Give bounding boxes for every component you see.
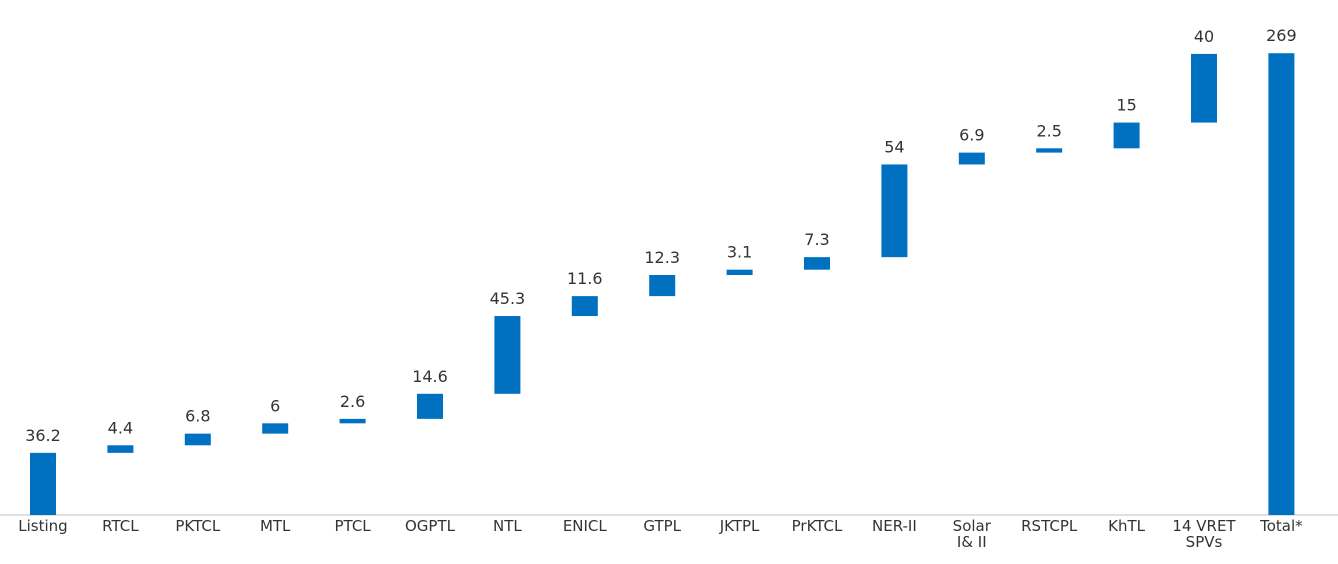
category-label: GTPL [643,517,682,535]
bar [1191,53,1217,123]
category-label: Listing [18,517,68,535]
category-label: OGPTL [405,517,455,535]
value-label: 269 [1266,26,1297,45]
value-label: 6.9 [959,126,984,145]
category-label: ENICL [562,517,607,535]
category-label: NTL [493,517,522,535]
value-label: 2.5 [1036,121,1061,140]
bar [494,316,521,394]
bar [881,164,908,258]
value-label: 4.4 [108,418,133,437]
bar [30,452,56,515]
category-label: JKTPL [719,517,760,535]
category-label: 14 VRET SPVs [1172,517,1236,551]
category-label: Solar I& II [952,517,991,551]
category-label: RTCL [102,517,139,535]
bar [1036,148,1063,153]
bar [649,275,676,297]
value-label: 3.1 [727,243,752,262]
category-label: RSTCPL [1021,517,1078,535]
total-bar [1268,53,1295,515]
bar [804,257,830,270]
bar [726,269,753,276]
value-label: 2.6 [340,392,365,411]
bar [262,423,289,434]
bar [1113,122,1140,149]
category-label: PrKTCL [791,517,843,535]
value-label: 6 [270,396,280,415]
category-label: Total* [1260,517,1303,535]
bar [958,152,985,165]
value-label: 36.2 [25,426,61,445]
value-label: 54 [884,137,904,156]
bar [417,393,443,419]
value-label: 7.3 [804,230,829,249]
value-label: 45.3 [490,289,526,308]
bar [107,445,134,453]
category-label: MTL [259,517,291,535]
value-label: 11.6 [567,269,603,288]
value-label: 14.6 [412,367,448,386]
value-label: 15 [1116,96,1136,115]
bar [571,296,598,317]
bar [339,418,366,424]
category-label: NER-II [872,517,917,535]
category-label: KhTL [1108,517,1146,535]
bar [184,433,211,446]
category-label: PTCL [334,517,371,535]
category-label: PKTCL [175,517,221,535]
value-label: 12.3 [644,248,680,267]
value-label: 6.8 [185,407,210,426]
value-label: 40 [1194,27,1214,46]
